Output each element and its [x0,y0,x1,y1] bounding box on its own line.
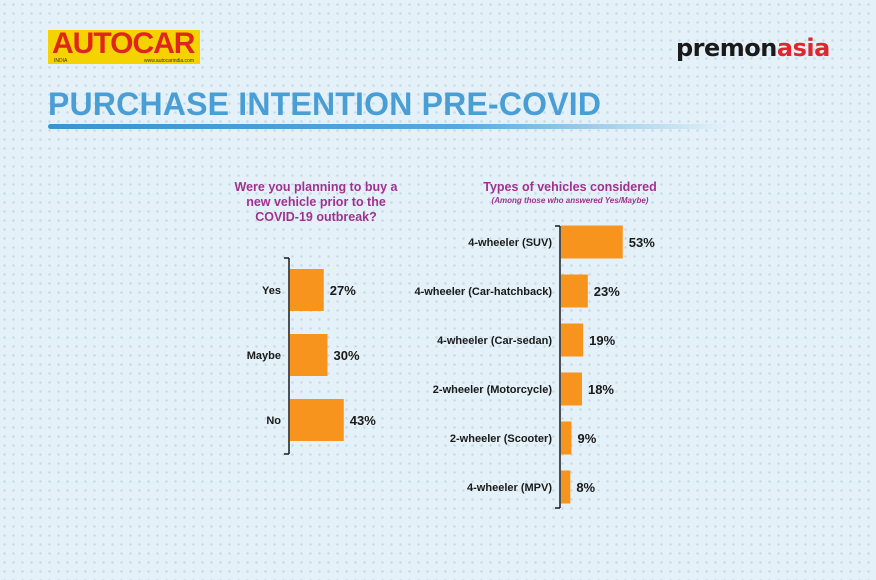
chart1-value-label: 30% [334,348,360,363]
chart1-plot: Yes 27% Maybe 30% No 43% [247,257,376,455]
chart2-value-label: 53% [629,235,655,250]
autocar-logo-wordmark: AUTOCAR [52,27,195,60]
chart2-bar [561,421,572,455]
chart2-bar [561,470,571,504]
chart2-category-label: 4-wheeler (Car-hatchback) [414,286,552,298]
chart1-bar [290,399,344,441]
chart2-subtitle: (Among those who answered Yes/Maybe) [491,196,649,205]
chart2-value-label: 19% [589,333,615,348]
autocar-logo-url: www.autocarindia.com [143,58,194,64]
chart2-title-block: Types of vehicles considered (Among thos… [450,180,690,206]
chart1-title: Were you planning to buy a new vehicle p… [234,180,398,224]
premonasia-logo-part2: asia [776,34,830,62]
chart1-bar [290,334,328,376]
chart2-title: Types of vehicles considered [483,180,657,194]
chart2-category-label: 4-wheeler (Car-sedan) [437,335,552,347]
chart2-bar [561,225,623,259]
chart2-value-label: 8% [576,480,595,495]
chart2-category-label: 4-wheeler (MPV) [467,482,552,494]
chart2-category-label: 2-wheeler (Scooter) [450,433,552,445]
chart1-category-label: No [266,415,281,427]
chart1-bar [290,269,324,311]
chart2-value-label: 9% [577,431,596,446]
chart2-category-label: 2-wheeler (Motorcycle) [433,384,553,396]
premonasia-logo-part1: premon [676,34,777,62]
chart2-bar [561,274,588,308]
chart1-value-label: 43% [350,413,376,428]
chart1-value-label: 27% [330,283,356,298]
chart2-category-label: 4-wheeler (SUV) [468,237,552,249]
title-underline [48,124,728,129]
chart2-bar [561,372,582,406]
chart2-value-label: 23% [594,284,620,299]
chart2-plot: 4-wheeler (SUV) 53% 4-wheeler (Car-hatchba… [414,225,655,509]
page-title: PURCHASE INTENTION PRE-COVID [48,86,602,122]
chart1-category-label: Maybe [247,350,281,362]
premonasia-logo: premonasia [676,34,830,62]
autocar-logo: AUTOCAR INDIA www.autocarindia.com [48,27,200,64]
chart1-category-label: Yes [262,285,281,297]
chart2-value-label: 18% [588,382,614,397]
chart2-bar [561,323,584,357]
autocar-logo-edition: INDIA [54,58,68,64]
